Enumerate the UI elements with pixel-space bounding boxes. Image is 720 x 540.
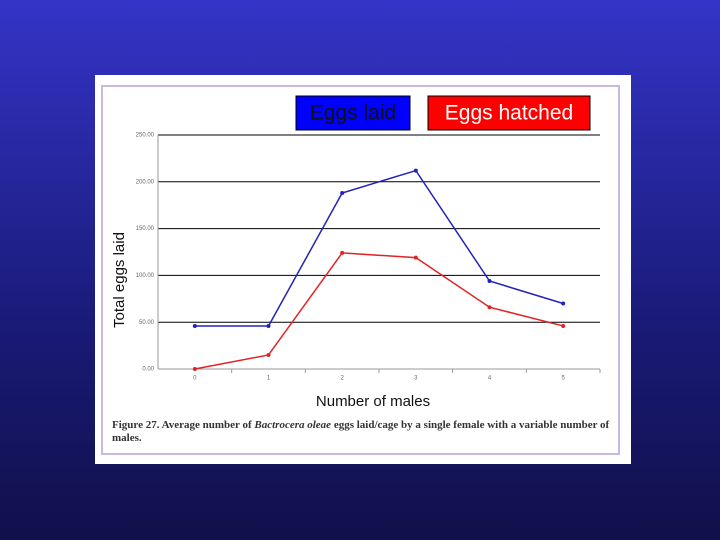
figure-caption: Figure 27. Average number of Bactrocera …: [112, 419, 617, 445]
y-tick-label: 0.00: [142, 367, 154, 373]
x-tick-label: 5: [561, 376, 565, 382]
legend-box: [295, 95, 411, 131]
data-point: [192, 367, 197, 371]
x-tick-label: 3: [414, 376, 418, 382]
legend-box: [427, 95, 591, 131]
y-tick-label: 50.00: [139, 320, 155, 326]
x-tick-label: 4: [488, 376, 492, 382]
series-line: [194, 169, 564, 327]
data-point: [340, 191, 345, 196]
x-tick-label: 2: [340, 376, 344, 382]
figure-frame: [101, 85, 620, 455]
data-point: [487, 279, 492, 284]
y-axis-label: Total eggs laid: [111, 232, 128, 328]
y-tick-label: 150.00: [136, 226, 155, 232]
data-point: [266, 352, 271, 357]
data-point: [413, 168, 418, 173]
caption-text: eggs laid/cage by a single female with a…: [112, 419, 610, 444]
data-point: [340, 250, 345, 255]
data-point: [561, 301, 566, 306]
figure-panel: [95, 75, 631, 464]
data-point: [266, 323, 271, 328]
x-tick-label: 0: [193, 376, 197, 382]
data-point: [192, 323, 197, 328]
data-point: [487, 305, 492, 310]
y-tick-label: 200.00: [136, 179, 155, 185]
y-tick-label: 100.00: [136, 273, 155, 279]
caption-text: Average number of: [159, 419, 255, 431]
legend-label: Eggs laid: [310, 102, 396, 125]
caption-species: Bactrocera oleae: [254, 419, 332, 431]
series-line: [194, 252, 564, 370]
x-axis-label: Number of males: [316, 393, 430, 410]
y-tick-label: 250.00: [136, 133, 155, 139]
caption-label: Figure 27.: [112, 419, 160, 431]
legend-label: Eggs hatched: [445, 102, 573, 125]
x-tick-label: 1: [267, 376, 271, 382]
data-point: [561, 323, 566, 328]
data-point: [413, 255, 418, 260]
